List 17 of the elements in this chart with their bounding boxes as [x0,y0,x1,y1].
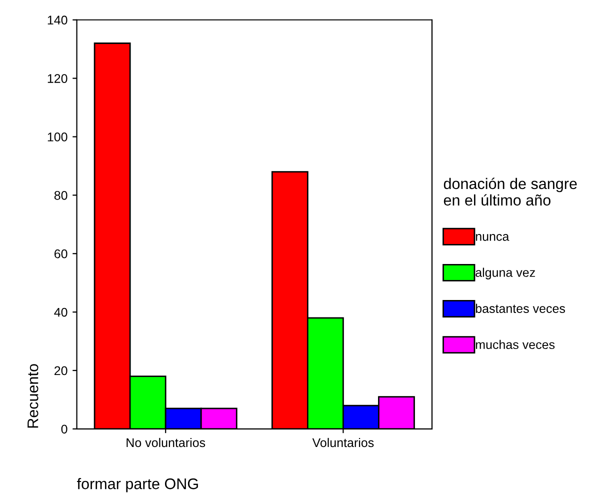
legend-title: donación de sangre en el último año [444,178,577,206]
x-tick-label: Voluntarios [312,438,374,448]
y-tick-label: 0 [61,424,68,434]
y-tick-label: 60 [54,249,68,258]
y-tick-label: 40 [54,308,68,317]
legend-label: muchas veces [476,340,555,350]
legend-label: alguna vez [476,268,535,280]
y-tick-label: 140 [48,16,68,25]
y-tick-label: 20 [54,366,68,376]
y-tick-label: 100 [48,132,68,142]
y-tick-label: 120 [48,74,68,83]
x-tick-label: No voluntarios [126,438,206,448]
y-tick-label: 80 [54,190,68,200]
x-axis-title: formar parte ONG [77,478,198,492]
legend-label: nunca [476,234,510,241]
legend-label: bastantes veces [476,304,566,313]
y-axis-title: Recuento [28,364,38,428]
